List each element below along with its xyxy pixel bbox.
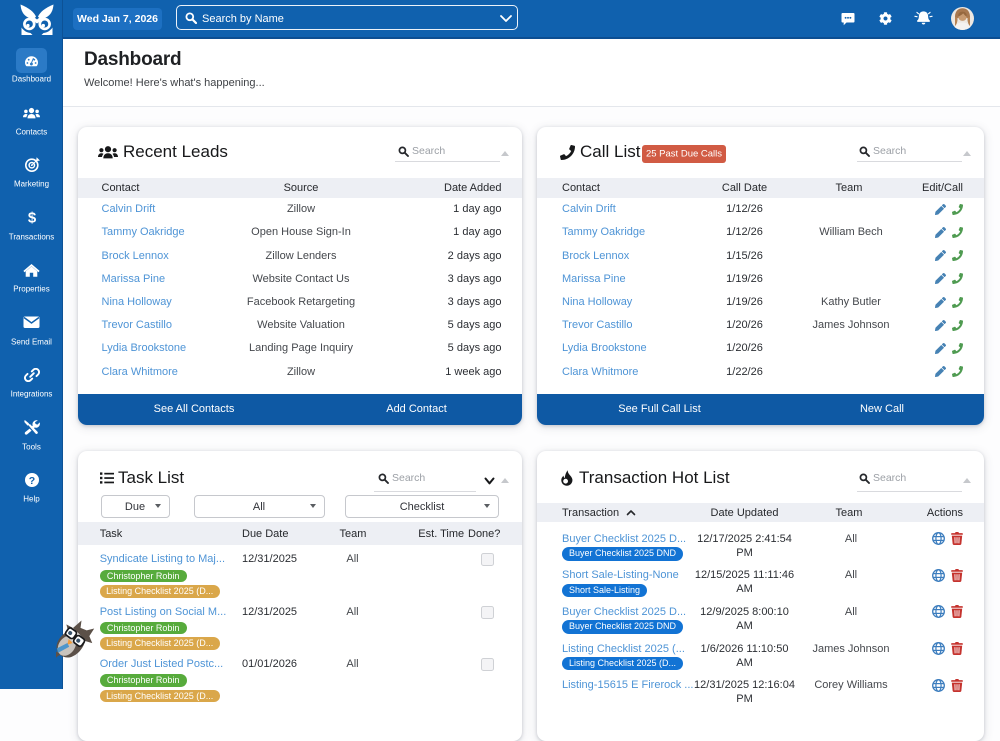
svg-text:?: ? [28, 474, 34, 486]
svg-text:$: $ [27, 210, 36, 226]
